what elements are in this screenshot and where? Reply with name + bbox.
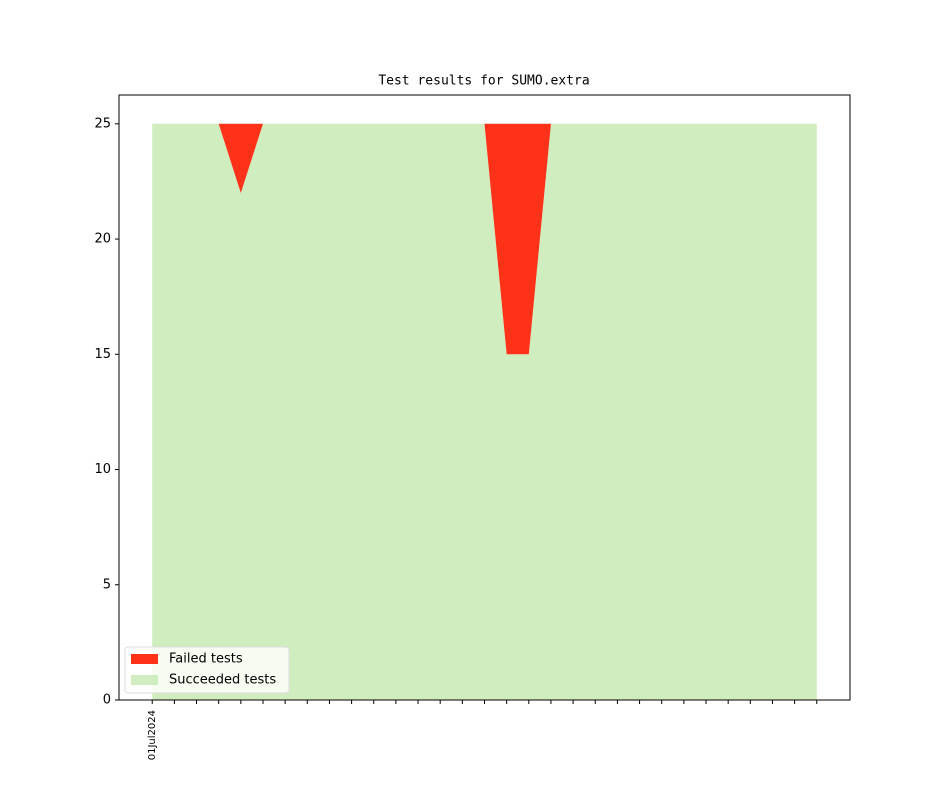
y-tick-label: 5	[103, 577, 111, 592]
legend-label: Failed tests	[169, 652, 243, 667]
y-tick-label: 10	[94, 462, 111, 477]
legend-box	[124, 646, 290, 694]
y-tick-label: 0	[103, 693, 111, 708]
y-tick-label: 25	[94, 116, 111, 131]
legend-swatch	[131, 654, 158, 664]
area	[152, 123, 817, 701]
x-tick-label: 01Jul2024	[147, 710, 158, 760]
y-tick-label: 15	[94, 347, 111, 362]
legend: Failed tests Succeeded tests	[124, 646, 290, 694]
chart-title: Test results for SUMO.extra	[378, 74, 589, 89]
y-tick-label: 20	[94, 232, 111, 247]
legend-label: Succeeded tests	[169, 673, 276, 688]
legend-swatch	[131, 675, 158, 685]
